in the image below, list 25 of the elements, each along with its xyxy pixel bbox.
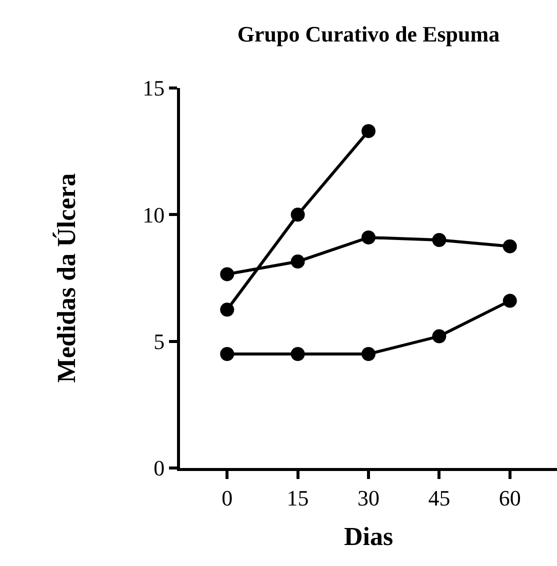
point bbox=[502, 239, 517, 254]
x-tick-label: 60 bbox=[498, 485, 521, 510]
y-tick-label: 5 bbox=[154, 329, 165, 354]
point bbox=[290, 347, 305, 361]
point bbox=[290, 254, 305, 269]
point bbox=[432, 329, 446, 344]
point bbox=[220, 302, 234, 317]
y-tick-label: 0 bbox=[154, 456, 165, 481]
point bbox=[362, 124, 376, 138]
point bbox=[362, 347, 376, 361]
point bbox=[362, 230, 376, 244]
x-tick-label: 30 bbox=[358, 485, 380, 510]
chart-title: Grupo Curativo de Espuma bbox=[237, 22, 500, 47]
point bbox=[502, 294, 517, 308]
x-axis-title: Dias bbox=[344, 522, 394, 552]
point bbox=[220, 347, 234, 361]
y-axis-title: Medidas da Úlcera bbox=[52, 173, 81, 383]
point bbox=[220, 267, 234, 282]
x-tick-label: 45 bbox=[428, 485, 450, 510]
y-tick-label: 10 bbox=[142, 202, 165, 228]
x-tick-label: 15 bbox=[286, 485, 309, 510]
point bbox=[290, 208, 305, 222]
y-tick-label: 15 bbox=[142, 76, 165, 101]
point bbox=[432, 233, 446, 247]
x-tick-label: 0 bbox=[222, 485, 233, 510]
